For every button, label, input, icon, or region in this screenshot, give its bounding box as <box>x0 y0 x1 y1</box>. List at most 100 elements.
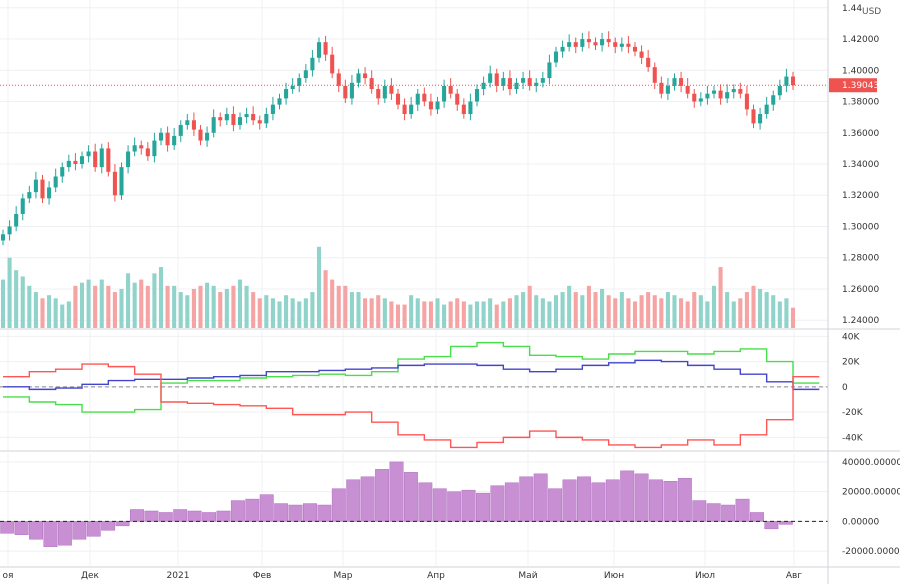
net-bar <box>144 510 159 522</box>
candle-body <box>178 124 183 136</box>
net-bar <box>591 482 606 522</box>
candle-body <box>593 42 598 46</box>
price-candle <box>323 35 328 61</box>
price-candle <box>777 79 782 100</box>
volume-bar <box>47 295 52 328</box>
time-tick-label: Июн <box>604 571 624 581</box>
volume-bar <box>593 292 598 328</box>
volume-bar <box>251 292 256 328</box>
candle-body <box>172 135 177 146</box>
net-bar <box>533 473 548 522</box>
time-tick-label: Июл <box>695 571 715 581</box>
candle-body <box>53 176 58 188</box>
candle-body <box>402 104 407 115</box>
price-candle <box>27 185 32 204</box>
candle-body <box>646 57 651 68</box>
volume-bar <box>501 301 506 328</box>
net-bar <box>548 488 563 522</box>
net-bar <box>490 485 505 522</box>
candle-body <box>738 89 743 94</box>
net-bar <box>706 503 721 522</box>
volume-bar <box>297 301 302 328</box>
price-candle <box>448 78 453 99</box>
price-candle <box>237 112 243 130</box>
net-bar <box>202 512 217 522</box>
candle-body <box>777 85 782 96</box>
candle-body <box>488 73 493 83</box>
candle-body <box>106 148 111 172</box>
candle-body <box>376 89 381 99</box>
volume-bar <box>14 270 19 328</box>
price-candle <box>119 162 124 200</box>
net-bar <box>576 476 591 522</box>
price-candle <box>553 46 559 68</box>
last-price-tag <box>829 78 877 93</box>
volume-bar <box>349 292 354 328</box>
candle-body <box>211 117 216 133</box>
net-bar <box>130 509 144 522</box>
candle-body <box>448 85 453 94</box>
volume-bar <box>751 285 756 328</box>
volume-bar <box>527 285 532 328</box>
price-candle <box>158 128 164 146</box>
candle-body <box>626 43 631 47</box>
net-bar <box>403 472 418 522</box>
candle-body <box>600 39 605 46</box>
time-tick-label: Фев <box>253 571 272 581</box>
price-candle <box>784 68 789 93</box>
cot-series-line <box>3 341 820 413</box>
volume-bar <box>718 267 723 328</box>
price-candle <box>290 78 295 94</box>
net-bar <box>620 470 635 522</box>
candle-body <box>218 117 223 121</box>
volume-bar <box>521 292 526 328</box>
candle-body <box>20 198 25 214</box>
candle-body <box>86 151 91 157</box>
price-candle <box>547 54 552 85</box>
price-candle <box>198 124 203 146</box>
volume-bar <box>290 298 295 328</box>
volume-bar <box>600 288 605 328</box>
volume-bar <box>514 295 519 328</box>
price-candle <box>731 84 736 99</box>
price-candle <box>758 107 763 130</box>
candle-body <box>382 85 387 99</box>
price-candle <box>718 84 723 105</box>
price-candle <box>751 104 756 129</box>
candle-body <box>330 54 335 74</box>
price-candle <box>659 76 664 99</box>
net-tick-label: 20000.00000 <box>842 488 900 498</box>
price-candle <box>152 132 157 163</box>
price-candle <box>0 229 6 246</box>
volume-bar <box>665 292 670 328</box>
net-bar <box>764 521 779 530</box>
price-candle <box>639 45 644 65</box>
price-candle <box>264 107 269 129</box>
price-candle <box>455 89 460 111</box>
volume-bar <box>784 298 789 328</box>
price-candle <box>231 106 236 132</box>
price-candle <box>626 35 631 54</box>
net-bar <box>447 491 462 522</box>
candle-body <box>264 114 269 124</box>
candle-body <box>758 114 763 124</box>
candle-body <box>224 114 229 121</box>
price-candle <box>409 96 414 119</box>
candle-body <box>672 78 677 86</box>
price-candle <box>251 106 256 125</box>
price-candle <box>514 78 519 94</box>
candle-body <box>349 82 354 99</box>
volume-bar <box>455 298 460 328</box>
net-tick-label: 40000.00000 <box>842 458 900 468</box>
volume-bar <box>409 295 414 328</box>
net-bar <box>158 512 173 522</box>
volume-bar <box>277 301 282 328</box>
volume-bar <box>139 279 144 328</box>
volume-bar <box>40 298 45 328</box>
candle-body <box>139 145 144 149</box>
volume-bar <box>415 298 420 328</box>
volume-bar <box>553 295 559 328</box>
price-candle <box>145 142 150 161</box>
volume-bar <box>257 298 262 328</box>
candle-body <box>343 85 348 99</box>
